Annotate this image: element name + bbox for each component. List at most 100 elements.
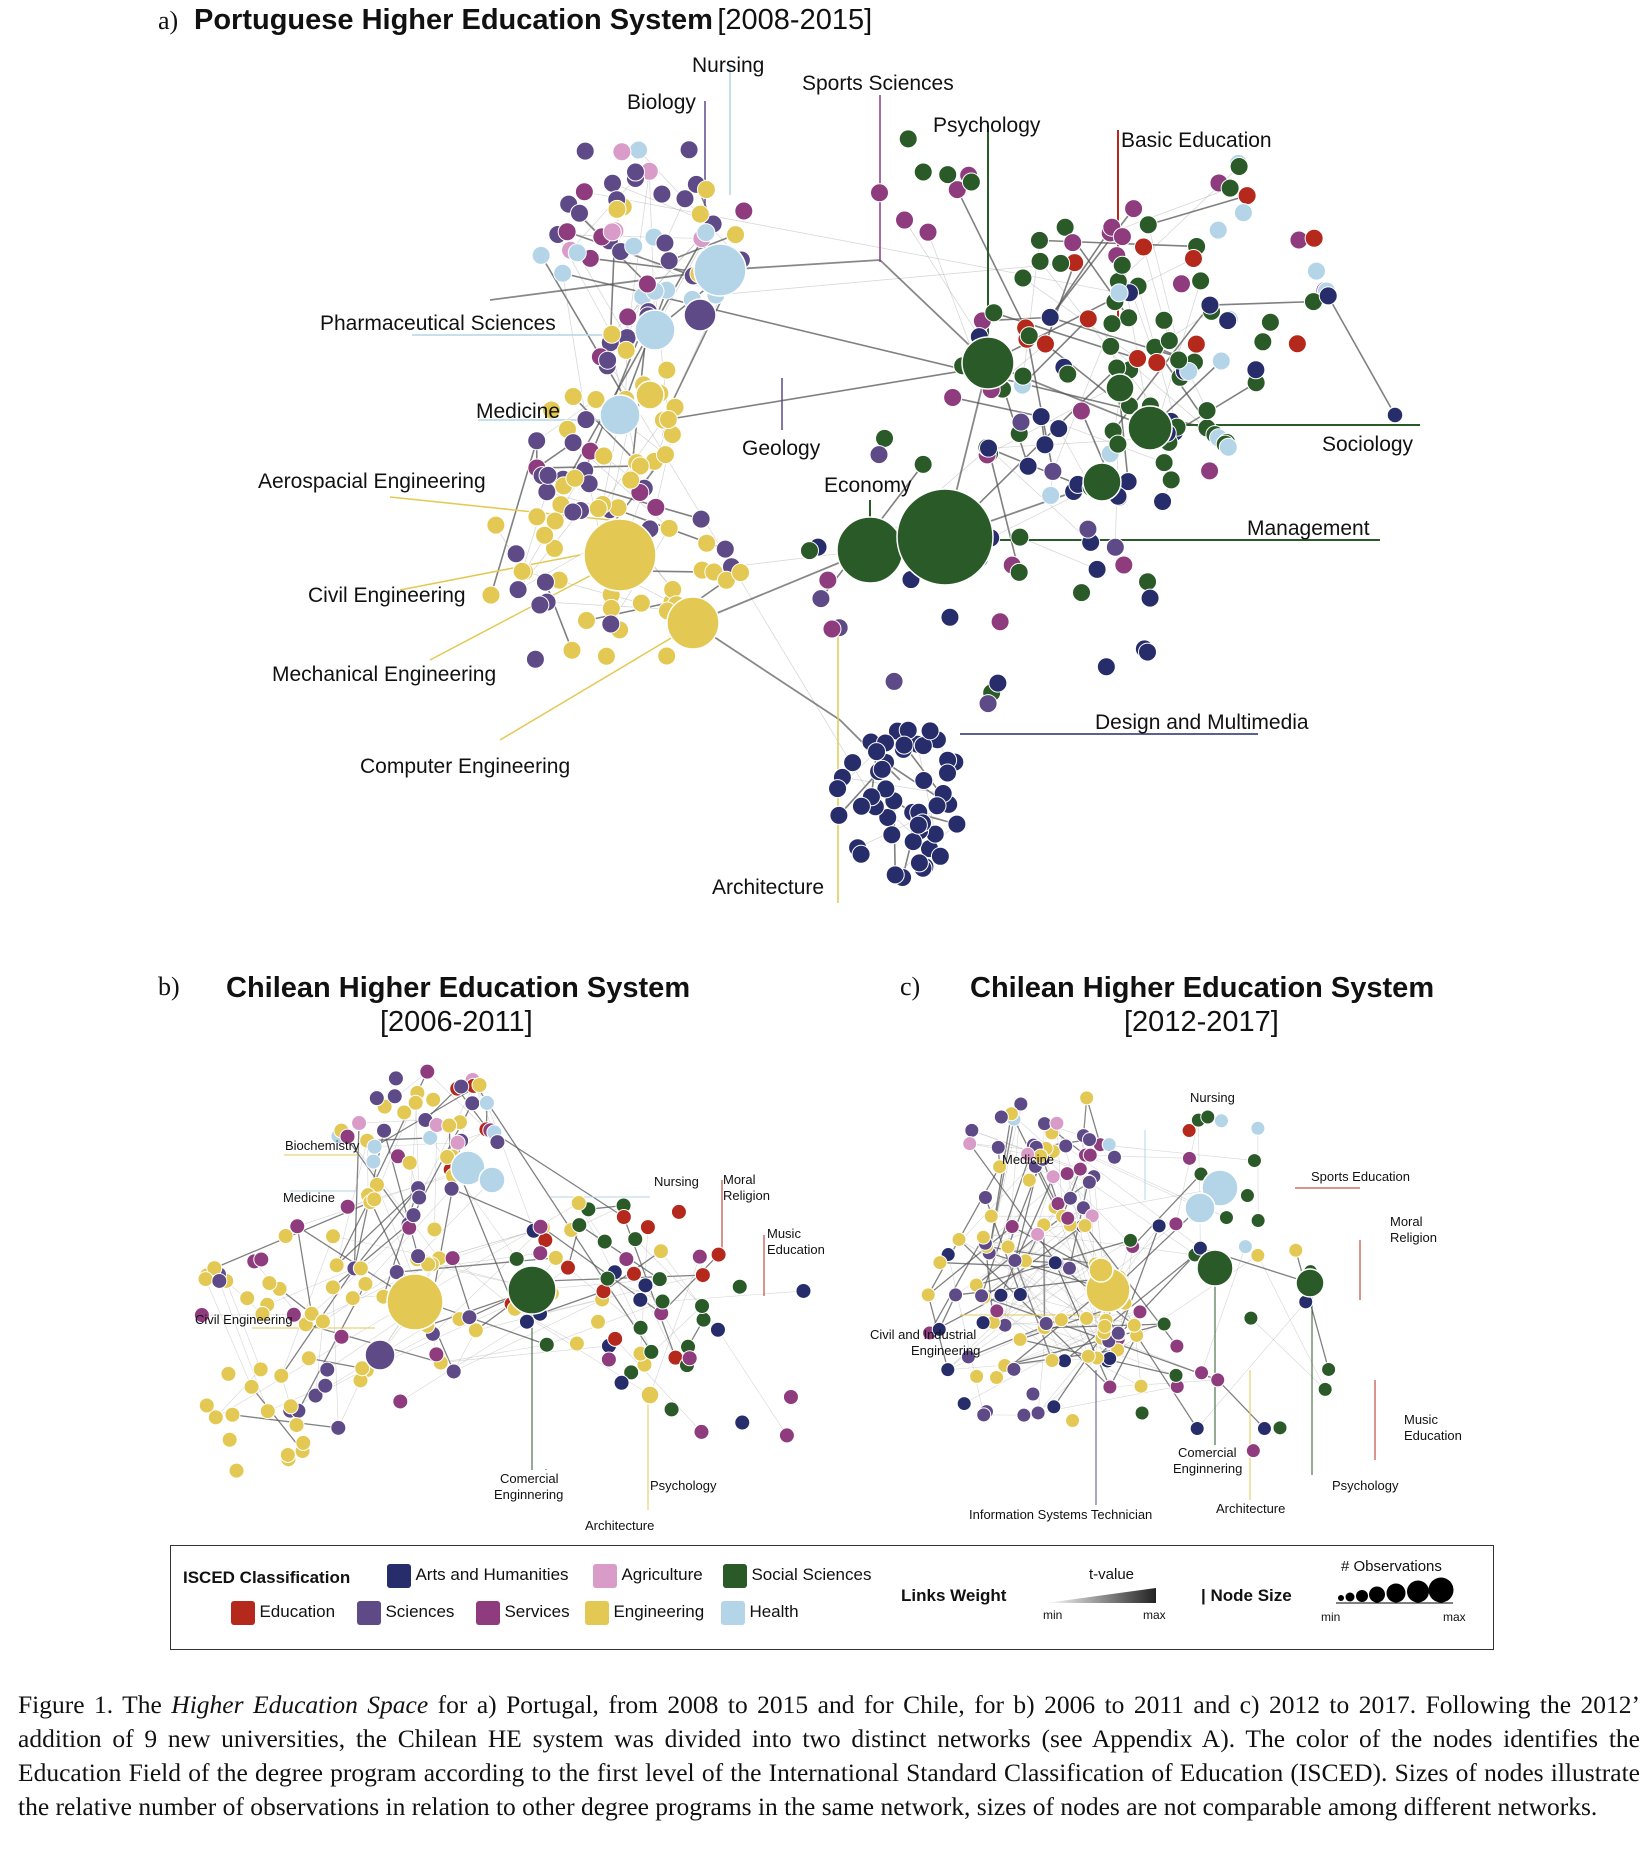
network-edge [539,1290,604,1315]
network-node [366,1138,383,1155]
network-node [1229,157,1249,177]
network-node [365,1153,382,1170]
c-label-nursing: Nursing [1190,1090,1235,1105]
network-node [960,1349,976,1365]
network-edge [1019,536,1098,570]
network-edge [453,1299,603,1372]
network-node [618,307,638,327]
network-node [1171,274,1191,294]
network-node [626,162,646,182]
network-node [1101,336,1121,356]
network-node [467,1322,484,1339]
network-node [603,173,623,193]
network-edge [989,382,1123,454]
network-node [532,1245,549,1262]
network-node [449,1134,466,1151]
network-hub-node [1082,462,1122,502]
network-node [357,1275,374,1292]
b-label-medicine: Medicine [283,1190,336,1205]
network-node [654,1293,671,1310]
network-hub-node [683,298,717,332]
panel-b-letter: b) [158,972,180,1001]
label-sociology: Sociology [1322,433,1414,456]
network-hub-node [666,596,720,650]
network-edge [663,363,1005,421]
network-node [598,350,618,370]
network-node [544,538,564,558]
legend-label-agriculture: Agriculture [621,1565,703,1585]
network-hub-node [583,518,657,592]
network-edge [1148,194,1248,226]
network-node [913,454,933,474]
network-node [984,303,1004,323]
network-node [1132,1304,1148,1320]
legend-item-social: Social Sciences [723,1564,871,1588]
network-node [975,1315,991,1331]
network-node [1138,572,1158,592]
legend-label-services: Services [504,1602,570,1622]
network-node [1101,1137,1117,1153]
label-design-multimedia: Design and Multimedia [1095,711,1309,734]
b-label-religion: Religion [723,1188,770,1203]
network-node [1191,271,1211,291]
network-edge [1065,1145,1201,1249]
network-node [303,1305,320,1322]
legend-item-education: Education [231,1601,335,1625]
network-node [909,853,929,873]
network-hub-node [1105,373,1135,403]
panel-a-letter: a) [158,6,179,35]
network-node [1186,334,1206,354]
network-node [1038,1316,1054,1332]
label-civil-engineering: Civil Engineering [308,584,466,607]
network-node [694,1267,711,1284]
network-node [876,779,896,799]
network-node [576,410,596,430]
network-node [1218,1210,1234,1226]
network-edge [539,1274,703,1314]
network-node [1044,1352,1060,1368]
network-edge [440,1344,547,1363]
network-node [527,507,547,527]
network-node [1079,1310,1095,1326]
network-node [1250,1213,1266,1229]
network-node [368,1090,385,1107]
swatch-education [231,1601,255,1625]
legend-size-min: min [1321,1610,1341,1624]
legend-item-arts: Arts and Humanities [387,1564,569,1588]
network-node [1080,1348,1096,1364]
network-node [1006,1361,1022,1377]
network-edge [540,254,627,400]
network-node [545,511,565,531]
network-hub-node [836,516,904,584]
network-node [607,1330,624,1347]
network-node [613,1374,630,1391]
network-edge [576,252,628,338]
network-node [869,445,889,465]
network-hub-node [1295,1268,1325,1298]
network-node [197,1271,214,1288]
network-node [1060,1210,1076,1226]
network-node [1147,353,1167,373]
network-edge [1110,187,1231,234]
network-edge [715,262,1075,296]
network-edge [985,1173,1068,1244]
network-node [637,274,657,294]
network-hub-node [1386,406,1404,424]
network-node [608,498,628,518]
network-edge [952,396,1042,418]
network-node [1161,470,1181,490]
network-node [425,1091,442,1108]
network-edge [662,1290,804,1302]
network-node [1237,1239,1253,1255]
network-edge [649,1256,701,1396]
network-edge [578,1202,641,1328]
network-node [615,1209,632,1226]
panel-a-title: Portuguese Higher Education System [2008… [194,4,872,37]
network-node [947,814,967,834]
swatch-sciences [357,1601,381,1625]
network-node [938,165,958,185]
network-node [588,499,608,519]
network-node [690,204,710,224]
tvalue-gradient-icon [1046,1588,1156,1603]
network-node [1078,519,1098,539]
